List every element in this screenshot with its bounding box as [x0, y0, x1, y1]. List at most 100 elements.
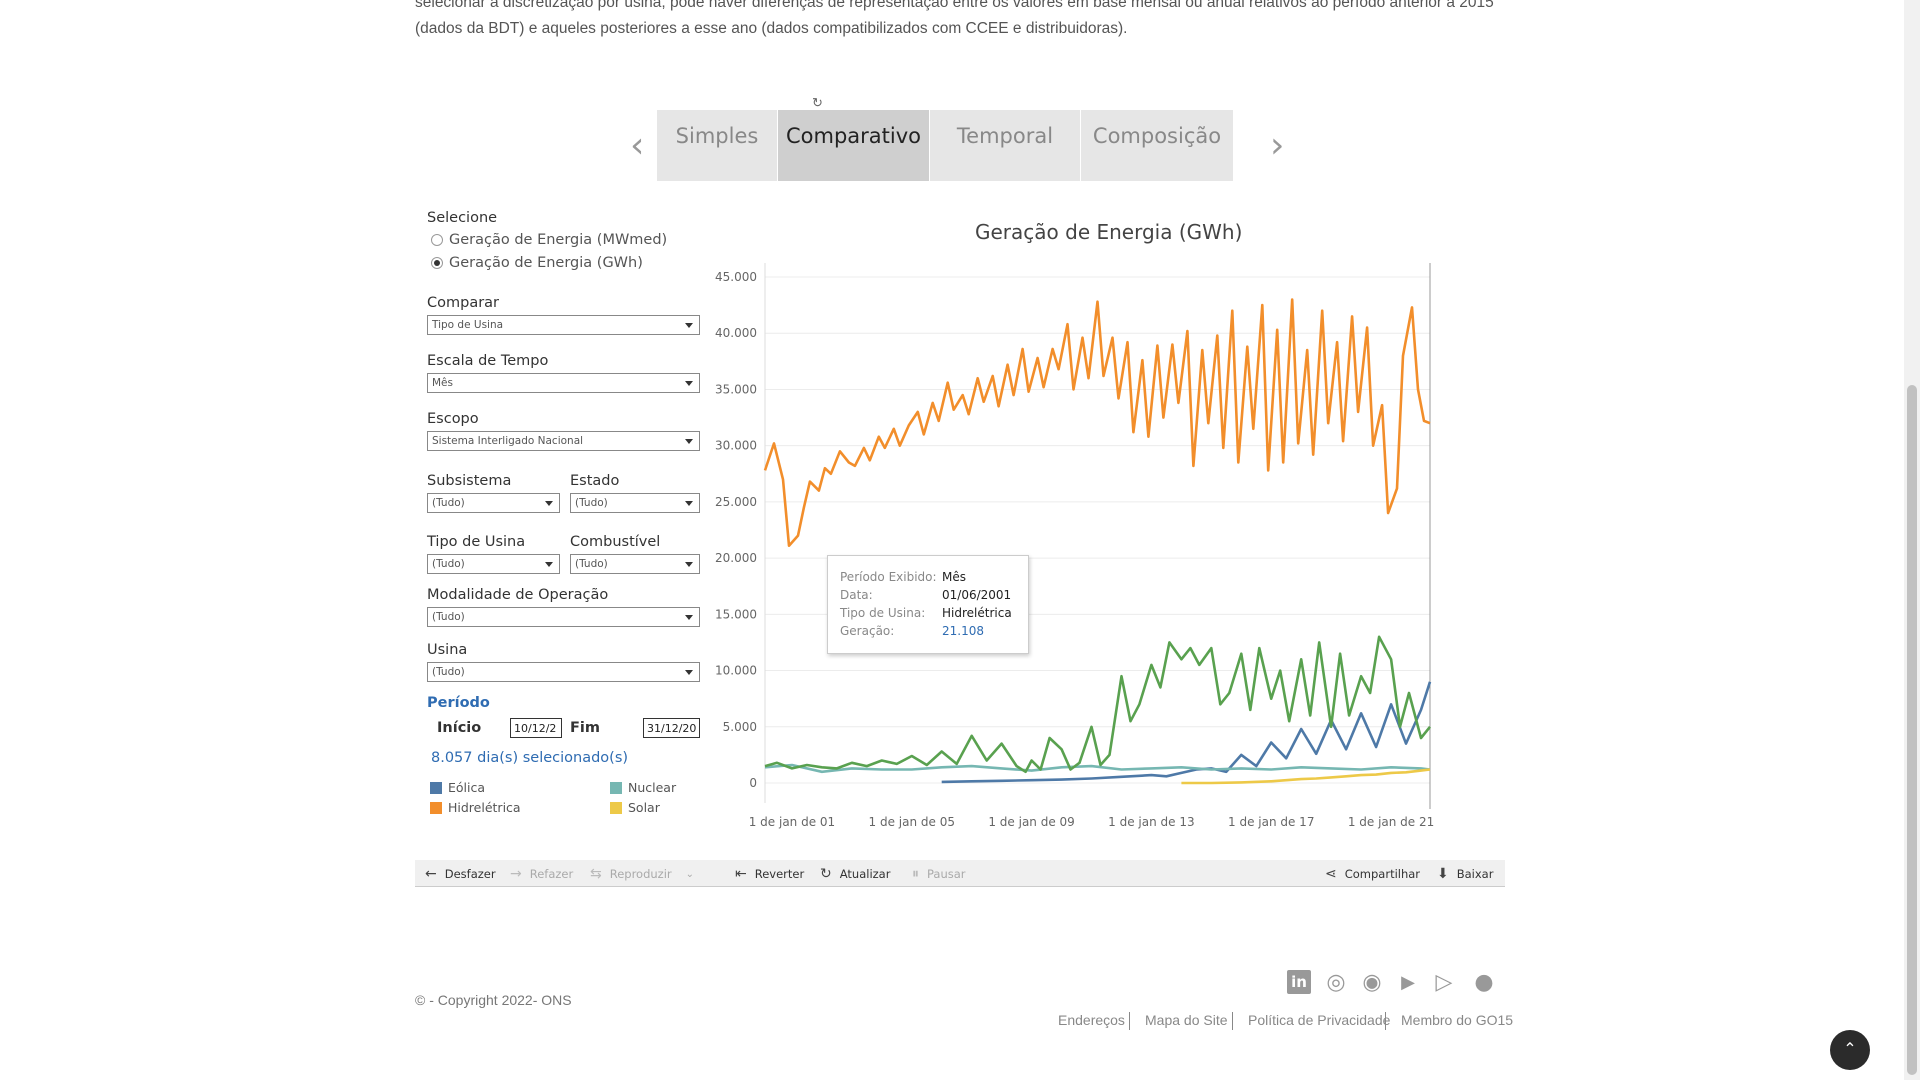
combustivel-label: Combustível	[570, 534, 661, 550]
y-tick-label: 15.000	[715, 607, 757, 621]
escala-select[interactable]: Mês	[427, 373, 700, 393]
undo-label: Desfazer	[444, 867, 496, 881]
legend-swatch	[430, 801, 442, 814]
footer-divider	[1385, 1012, 1386, 1030]
x-tick-label: 1 de jan de 05	[869, 815, 955, 829]
y-tick-label: 45.000	[715, 270, 757, 284]
chevron-down-icon	[685, 381, 693, 386]
tab-prev-arrow-icon[interactable]: ‹	[630, 125, 645, 166]
youtube-icon[interactable]: ▶	[1401, 972, 1415, 993]
google-play-icon[interactable]: ▷	[1435, 970, 1453, 995]
line-chart[interactable]: 0 5.000 10.000 15.000 20.000 25.000 30.000 35.0…	[700, 250, 1500, 850]
scrollbar-thumb[interactable]	[1907, 385, 1917, 1075]
refresh-button[interactable]: ↻ Atualizar	[820, 866, 890, 882]
footer-link-go15[interactable]: Membro do GO15	[1401, 1012, 1514, 1028]
tooltip-periodo-value: Mês	[942, 570, 966, 584]
chart-tooltip: Período Exibido: Mês Data: 01/06/2001 Tipo…	[827, 555, 1029, 654]
legend-solar[interactable]: Solar	[610, 800, 660, 815]
refresh-label: Atualizar	[839, 867, 891, 881]
legend-eolica[interactable]: Eólica	[430, 780, 485, 795]
tooltip-data-key: Data:	[840, 588, 873, 602]
redo-arrow-icon: →	[510, 866, 522, 882]
periodo-label: Período	[427, 695, 490, 711]
download-label: Baixar	[1456, 867, 1494, 881]
legend-nuclear[interactable]: Nuclear	[610, 780, 676, 795]
tab-next-arrow-icon[interactable]: ›	[1270, 125, 1285, 166]
escopo-value: Sistema Interligado Nacional	[432, 435, 584, 447]
inicio-label: Início	[437, 720, 482, 736]
combustivel-value: (Tudo)	[575, 558, 608, 570]
y-tick-label: 35.000	[715, 382, 757, 396]
modalidade-select[interactable]: (Tudo)	[427, 607, 700, 627]
share-icon: ⋖	[1325, 866, 1337, 882]
radio-gwh[interactable]: Geração de Energia (GWh)	[431, 255, 643, 271]
y-tick-label: 40.000	[715, 326, 757, 340]
spotify-icon[interactable]: ◉	[1362, 970, 1382, 995]
revert-button[interactable]: ⇤ Reverter	[735, 866, 804, 882]
modalidade-value: (Tudo)	[432, 611, 465, 623]
inicio-date-input[interactable]: 10/12/2	[510, 718, 562, 738]
download-button[interactable]: ⬇ Baixar	[1437, 866, 1493, 882]
comparar-select[interactable]: Tipo de Usina	[427, 315, 700, 335]
chevron-down-icon	[545, 562, 553, 567]
tooltip-periodo-key: Período Exibido:	[840, 570, 937, 584]
undo-button[interactable]: ← Desfazer	[425, 866, 496, 882]
chevron-down-icon	[685, 323, 693, 328]
usina-select[interactable]: (Tudo)	[427, 662, 700, 682]
legend-swatch	[610, 801, 622, 814]
tab-simples[interactable]: Simples	[657, 110, 777, 181]
tooltip-tipo-value: Hidrelétrica	[942, 606, 1012, 620]
radio-mwmed[interactable]: Geração de Energia (MWmed)	[431, 232, 667, 248]
tipo-usina-select[interactable]: (Tudo)	[427, 554, 560, 574]
instagram-icon[interactable]: ◎	[1326, 970, 1346, 995]
x-tick-label: 1 de jan de 17	[1228, 815, 1314, 829]
legend-hidreletrica[interactable]: Hidrelétrica	[430, 800, 521, 815]
footer-link-enderecos[interactable]: Endereços	[1058, 1012, 1125, 1028]
series-line-eolica	[941, 681, 1432, 784]
usina-label: Usina	[427, 642, 468, 658]
undo-arrow-icon: ←	[425, 866, 437, 882]
radio-gwh-dot[interactable]	[431, 257, 443, 269]
share-button[interactable]: ⋖ Compartilhar	[1325, 866, 1420, 882]
replay-button[interactable]: ⇆ Reproduzir ⌄	[590, 866, 694, 882]
legend-label: Eólica	[448, 780, 486, 795]
back-to-top-button[interactable]: ⌃	[1830, 1030, 1870, 1070]
combustivel-select[interactable]: (Tudo)	[570, 554, 700, 574]
chevron-up-icon: ⌃	[1843, 1041, 1857, 1058]
tab-composicao[interactable]: Composição	[1081, 110, 1233, 181]
legend-swatch	[610, 781, 622, 794]
comparar-label: Comparar	[427, 295, 500, 311]
days-selected: 8.057 dia(s) selecionado(s)	[431, 750, 629, 766]
pause-button[interactable]: ⏸ Pausar	[912, 866, 966, 882]
radio-mwmed-label: Geração de Energia (MWmed)	[449, 232, 668, 248]
fim-label: Fim	[570, 720, 600, 736]
chevron-down-icon	[685, 439, 693, 444]
usina-value: (Tudo)	[432, 666, 465, 678]
escopo-select[interactable]: Sistema Interligado Nacional	[427, 431, 700, 451]
page-scrollbar[interactable]	[1904, 0, 1920, 1080]
subsistema-select[interactable]: (Tudo)	[427, 493, 560, 513]
fim-date-input[interactable]: 31/12/20	[643, 718, 700, 738]
escopo-label: Escopo	[427, 411, 479, 427]
apple-icon[interactable]: ●	[1474, 970, 1494, 995]
footer-link-mapa[interactable]: Mapa do Site	[1145, 1012, 1228, 1028]
tab-temporal[interactable]: Temporal	[930, 110, 1080, 181]
intro-text: selecionar a discretização por usina, po…	[415, 0, 1505, 42]
y-tick-label: 0	[749, 776, 757, 790]
refresh-icon[interactable]: ↻	[812, 95, 823, 110]
redo-button[interactable]: → Refazer	[510, 866, 573, 882]
legend-label: Hidrelétrica	[448, 800, 521, 815]
chevron-down-icon[interactable]: ⌄	[685, 868, 695, 880]
chevron-down-icon	[685, 501, 693, 506]
revert-label: Reverter	[754, 867, 805, 881]
linkedin-icon[interactable]: in	[1287, 970, 1311, 994]
estado-select[interactable]: (Tudo)	[570, 493, 700, 513]
intro-line-2: (dados da BDT) e aqueles posteriores a e…	[415, 20, 1128, 37]
tooltip-geracao-value: 21.108	[942, 624, 984, 638]
radio-mwmed-dot[interactable]	[431, 234, 443, 246]
footer-link-privacidade[interactable]: Política de Privacidade	[1248, 1012, 1391, 1028]
legend-label: Nuclear	[628, 780, 677, 795]
x-tick-label: 1 de jan de 09	[988, 815, 1074, 829]
tab-comparativo[interactable]: Comparativo	[778, 110, 929, 181]
